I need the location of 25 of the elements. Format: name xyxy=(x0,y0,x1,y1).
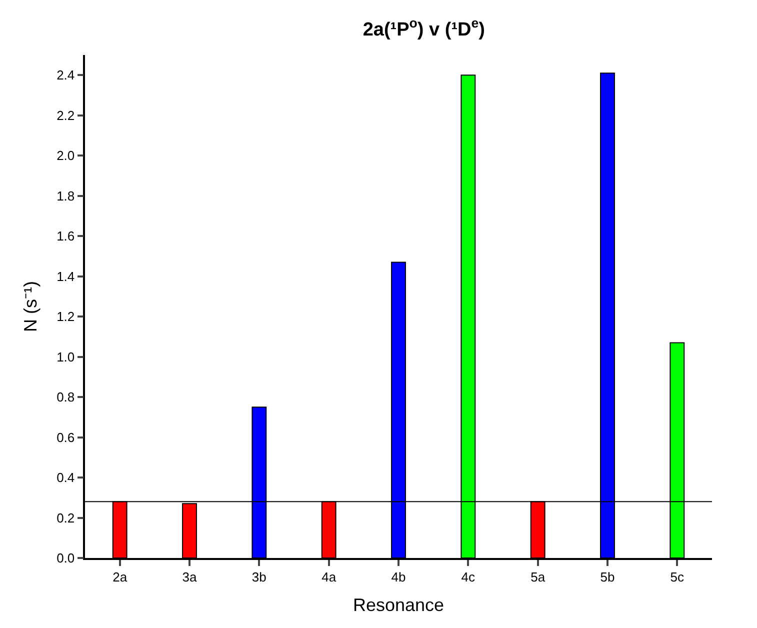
y-tick-label: 0.0 xyxy=(56,550,75,566)
y-tick-label: 1.8 xyxy=(56,188,75,204)
x-tick-label: 4b xyxy=(391,569,406,584)
x-tick-label: 5b xyxy=(600,569,615,584)
x-tick-label: 4c xyxy=(461,569,476,584)
y-tick-label: 1.0 xyxy=(56,349,75,364)
y-tick-label: 2.4 xyxy=(56,68,75,83)
y-axis-title: N (s⁻¹) xyxy=(20,281,40,332)
y-tick-label: 0.2 xyxy=(56,510,75,526)
chart-title: 2a(¹P$^{o}$) v (¹D$^{e}$) xyxy=(362,15,485,40)
y-tick-label: 0.6 xyxy=(56,430,75,445)
x-tick-label: 5a xyxy=(530,569,546,584)
x-tick-label: 3a xyxy=(182,569,198,584)
x-tick-label: 2a xyxy=(112,569,128,584)
x-tick-label: 4a xyxy=(322,569,337,584)
y-tick-label: 0.4 xyxy=(56,470,75,486)
x-tick-label: 5c xyxy=(670,569,685,584)
y-tick-label: 2.2 xyxy=(56,108,75,123)
y-tick-label: 0.8 xyxy=(56,390,75,405)
y-tick-label: 1.4 xyxy=(56,268,75,284)
y-tick-label: 1.2 xyxy=(56,309,75,324)
y-tick-label: 2.0 xyxy=(56,148,75,164)
x-tick-label: 3b xyxy=(252,569,266,584)
x-axis-title: Resonance xyxy=(352,594,444,615)
y-tick-label: 1.6 xyxy=(56,228,75,244)
